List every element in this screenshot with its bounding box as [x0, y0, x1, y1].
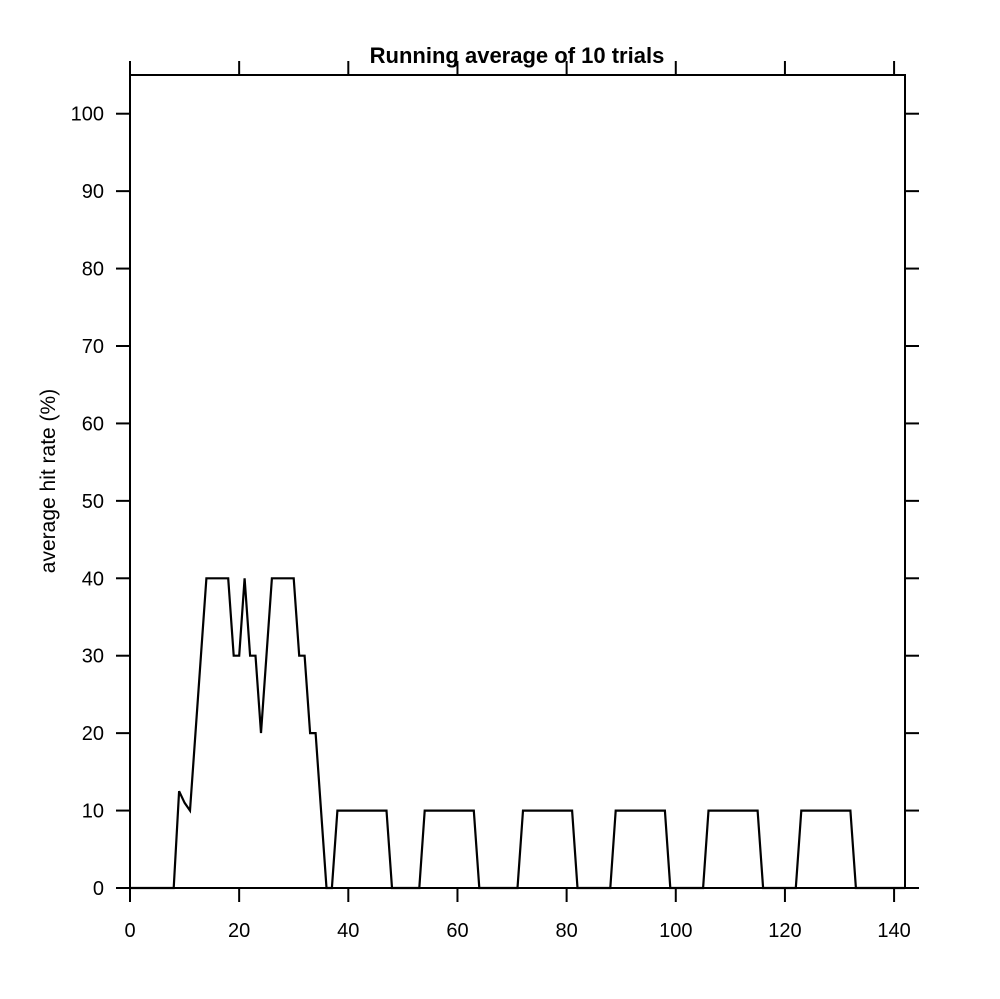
y-tick-label: 30 [82, 646, 104, 668]
x-tick-label: 120 [768, 920, 801, 942]
series-line [130, 577, 905, 890]
y-tick-label: 20 [82, 723, 104, 745]
y-tick-label: 40 [82, 568, 104, 590]
series-layer [130, 577, 905, 890]
x-tick-label: 40 [337, 920, 359, 942]
x-tick-label: 20 [228, 920, 250, 942]
y-axis-label: average hit rate (%) [37, 389, 60, 573]
x-tick-label: 100 [659, 920, 692, 942]
y-tick-label: 100 [71, 104, 104, 126]
x-tick-label: 0 [124, 920, 135, 942]
x-tick-label: 80 [555, 920, 577, 942]
y-tick-label: 90 [82, 181, 104, 203]
y-tick-label: 50 [82, 491, 104, 513]
y-tick-label: 70 [82, 336, 104, 358]
x-tick-label: 60 [446, 920, 468, 942]
chart-title: Running average of 10 trials [370, 43, 665, 68]
y-axis: 0 10 20 30 40 50 60 70 80 90 100 [71, 104, 919, 900]
y-tick-label: 10 [82, 801, 104, 823]
x-tick-label: 140 [877, 920, 910, 942]
x-axis: 0 20 40 60 80 100 120 140 [124, 61, 911, 942]
y-tick-label: 60 [82, 413, 104, 435]
y-tick-label: 80 [82, 259, 104, 281]
y-tick-label: 0 [93, 878, 104, 900]
plot-frame [129, 74, 906, 889]
